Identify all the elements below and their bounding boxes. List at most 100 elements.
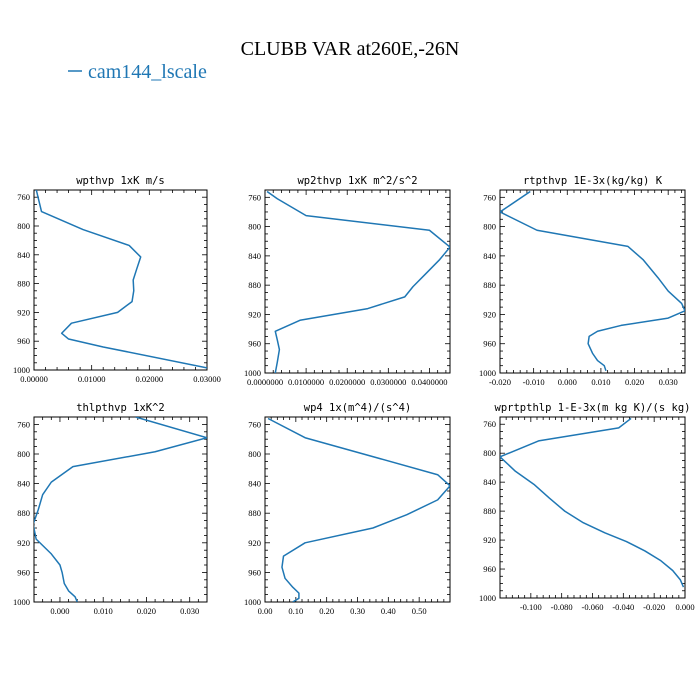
y-tick-label: 1000 (13, 365, 30, 375)
y-tick-label: 760 (17, 192, 30, 202)
series-line (35, 190, 207, 369)
x-tick-label: -0.060 (582, 602, 604, 612)
y-tick-label: 920 (483, 535, 496, 545)
y-tick-label: 880 (483, 280, 496, 290)
panel-title: wp2thvp 1xK m^2/s^2 (297, 175, 417, 187)
series-line (266, 190, 450, 373)
y-tick-label: 840 (17, 479, 30, 489)
plot-frame (33, 189, 208, 371)
x-tick-label: -0.040 (612, 602, 634, 612)
x-tick-label: 0.000 (675, 602, 694, 612)
x-tick-label: 0.00000 (20, 374, 48, 384)
plot-frame (499, 416, 686, 599)
y-tick-label: 800 (17, 449, 30, 459)
y-tick-label: 880 (483, 506, 496, 516)
plot-frame (264, 416, 451, 603)
y-tick-label: 1000 (479, 368, 496, 378)
y-tick-label: 920 (17, 307, 30, 317)
y-tick-label: 960 (248, 339, 261, 349)
x-tick-label: 0.020 (137, 606, 156, 616)
x-tick-label: 0.0400000 (411, 377, 447, 387)
y-tick-label: 920 (483, 309, 496, 319)
y-tick-label: 840 (248, 479, 261, 489)
x-tick-label: 0.0200000 (329, 377, 365, 387)
y-tick-label: 960 (483, 564, 496, 574)
panel-title: thlpthvp 1xK^2 (76, 402, 165, 414)
x-tick-label: 0.000 (50, 606, 69, 616)
legend: cam144_lscale (68, 61, 207, 83)
y-tick-label: 840 (483, 477, 496, 487)
y-tick-label: 760 (248, 192, 261, 202)
panel-5: wp4 1x(m^4)/(s^4)76080084088092096010000… (244, 402, 451, 616)
x-tick-label: -0.020 (489, 377, 511, 387)
y-tick-label: 760 (248, 419, 261, 429)
x-tick-label: -0.080 (551, 602, 573, 612)
x-tick-label: 0.0000000 (247, 377, 283, 387)
panel-title: wpthvp 1xK m/s (76, 175, 165, 187)
x-tick-label: 0.00 (258, 606, 273, 616)
x-tick-label: 0.010 (591, 377, 610, 387)
panel-3: rtpthvp 1E-3x(kg/kg) K 760 800 840 880 920 960… (479, 175, 686, 387)
y-tick-label: 960 (483, 339, 496, 349)
y-tick-label: 760 (483, 419, 496, 429)
y-tick-label: 880 (248, 508, 261, 518)
x-tick-label: 0.030 (180, 606, 199, 616)
y-tick-label: 800 (483, 448, 496, 458)
x-tick-label: 0.03000 (193, 374, 221, 384)
y-tick-label: 760 (17, 419, 30, 429)
x-tick-label: 0.20 (319, 606, 334, 616)
y-tick-label: 920 (248, 538, 261, 548)
x-tick-label: 0.10 (288, 606, 303, 616)
panel-6: wprtpthlp 1-E-3x(m kg K)/(s kg) 760 800 840… (479, 402, 695, 612)
x-tick-label: 0.40 (381, 606, 396, 616)
figure-title: CLUBB VAR at260E,-26N (241, 38, 460, 60)
y-tick-label: 1000 (479, 593, 496, 603)
x-tick-label: 0.0100000 (288, 377, 324, 387)
y-tick-label: 960 (17, 336, 30, 346)
x-tick-label: 0.01000 (78, 374, 106, 384)
x-tick-label: 0.0300000 (370, 377, 406, 387)
x-tick-label: 0.50 (412, 606, 427, 616)
y-tick-label: 920 (17, 538, 30, 548)
y-tick-label: 800 (248, 449, 261, 459)
y-tick-label: 1000 (13, 597, 30, 607)
legend-label: cam144_lscale (88, 61, 207, 83)
x-tick-label: 0.02000 (136, 374, 164, 384)
y-tick-label: 880 (17, 279, 30, 289)
x-tick-label: -0.010 (523, 377, 545, 387)
x-tick-label: 0.000 (558, 377, 577, 387)
panels: wpthvp 1xK m/s76080084088092096010000.00… (13, 175, 695, 616)
y-tick-label: 880 (248, 280, 261, 290)
y-tick-label: 840 (17, 250, 30, 260)
y-tick-label: 840 (483, 251, 496, 261)
y-tick-label: 960 (17, 567, 30, 577)
x-tick-label: 0.30 (350, 606, 365, 616)
plot-frame (264, 189, 451, 374)
x-tick-label: 0.020 (625, 377, 644, 387)
panel-1: wpthvp 1xK m/s 760 800 840 880 920 960 10000.00… (13, 175, 221, 384)
y-tick-label: 800 (483, 222, 496, 232)
y-tick-label: 800 (17, 221, 30, 231)
y-tick-label: 800 (248, 222, 261, 232)
panel-title: wprtpthlp 1-E-3x(m kg K)/(s kg) (495, 402, 691, 414)
y-tick-label: 960 (248, 567, 261, 577)
panel-title: rtpthvp 1E-3x(kg/kg) K (523, 175, 663, 187)
y-tick-label: 1000 (244, 368, 261, 378)
y-tick-label: 840 (248, 251, 261, 261)
x-tick-label: 0.010 (94, 606, 113, 616)
y-tick-label: 920 (248, 309, 261, 319)
plot-frame (499, 189, 686, 374)
y-tick-label: 1000 (244, 597, 261, 607)
x-tick-label: -0.020 (643, 602, 665, 612)
y-tick-label: 880 (17, 508, 30, 518)
series-line (500, 417, 685, 588)
panel-4: thlpthvp 1xK^2 760 800 840 880 920 960 1000 0.00… (13, 402, 208, 616)
series-line (500, 190, 685, 372)
panel-title: wp4 1x(m^4)/(s^4) (304, 402, 411, 414)
panel-2: wp2thvp 1xK m^2/s^2 760 800 840 880 920 960 100… (244, 175, 451, 387)
series-line (267, 417, 450, 602)
x-tick-label: -0.100 (520, 602, 542, 612)
x-tick-label: 0.030 (659, 377, 678, 387)
series-line (34, 417, 207, 602)
